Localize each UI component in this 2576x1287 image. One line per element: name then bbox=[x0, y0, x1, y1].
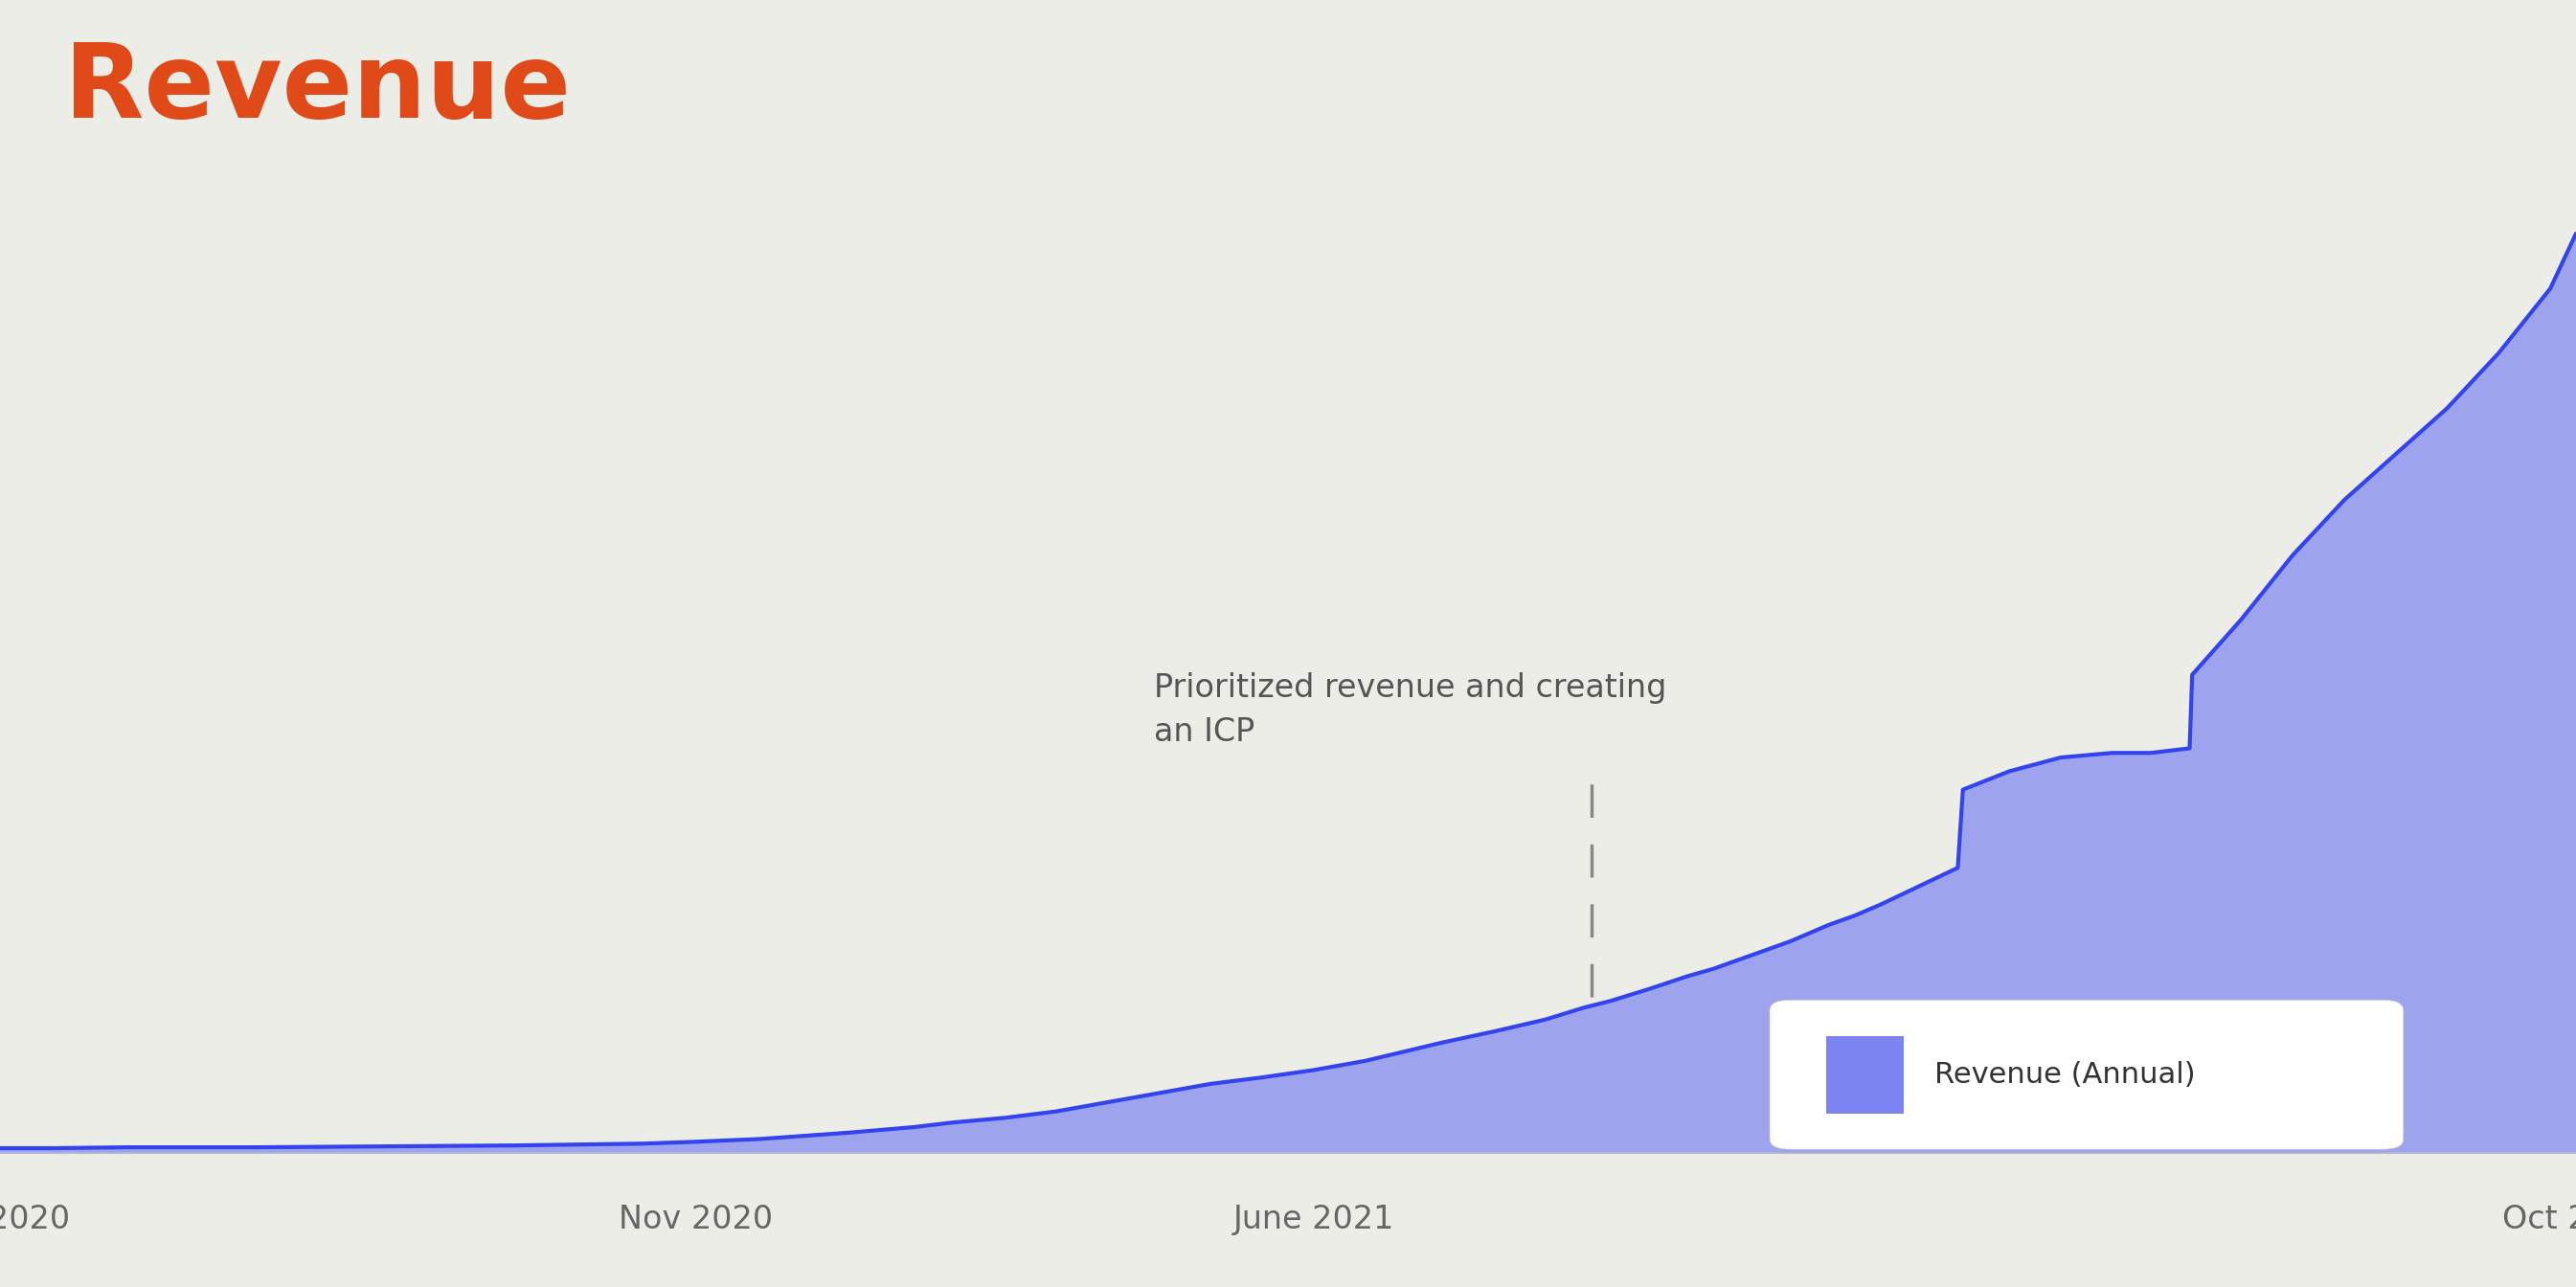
Text: Nov 2020: Nov 2020 bbox=[618, 1203, 773, 1236]
Text: Revenue: Revenue bbox=[64, 39, 572, 140]
Text: June 2021: June 2021 bbox=[1234, 1203, 1394, 1236]
Text: Prioritized revenue and creating
an ICP: Prioritized revenue and creating an ICP bbox=[1154, 673, 1667, 748]
Text: Jan 2020: Jan 2020 bbox=[0, 1203, 70, 1236]
Text: Revenue (Annual): Revenue (Annual) bbox=[1935, 1060, 2195, 1089]
Text: Oct 2022: Oct 2022 bbox=[2501, 1203, 2576, 1236]
